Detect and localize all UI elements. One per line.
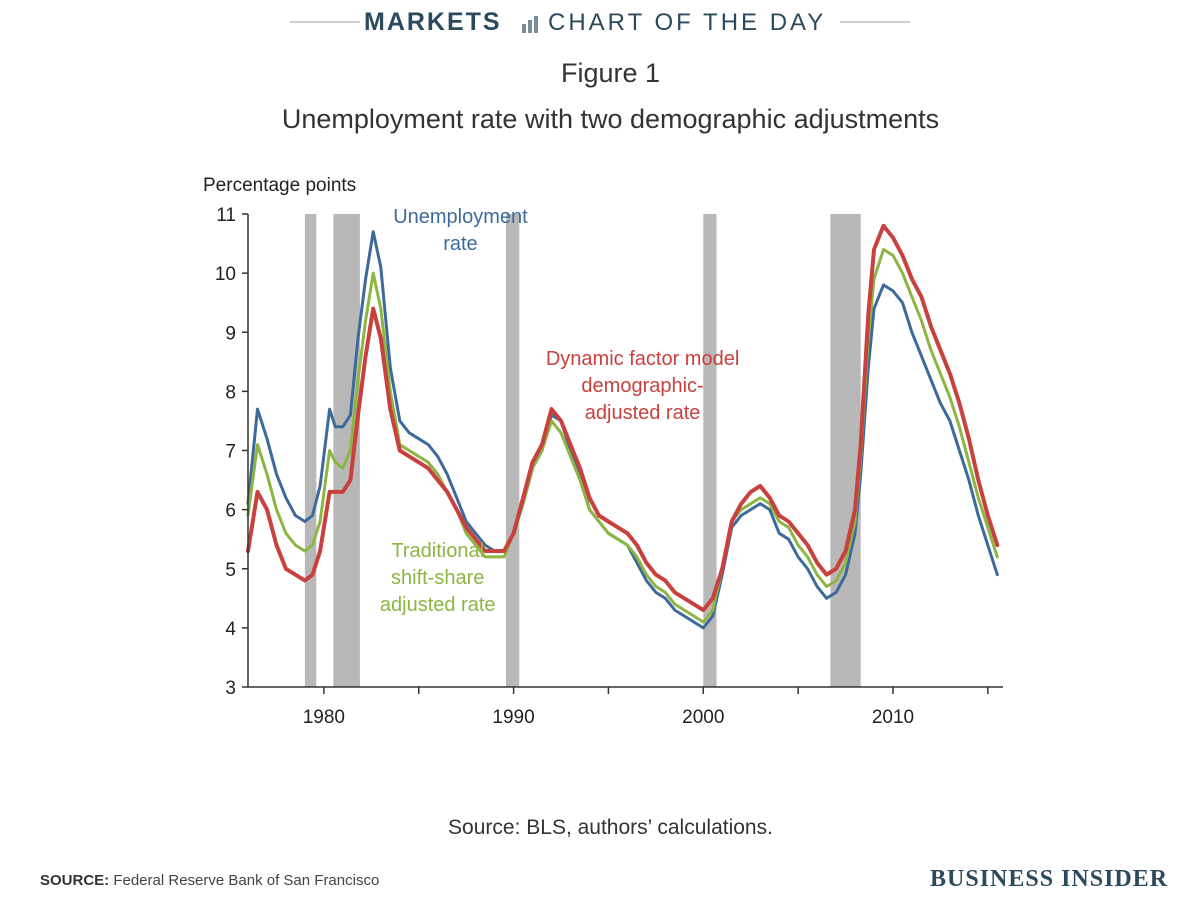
annotation-line: Traditional <box>391 540 484 562</box>
series-line-1 <box>246 248 999 624</box>
series-lines <box>246 223 1000 630</box>
brand-logo: BUSINESS INSIDER <box>930 866 1169 892</box>
x-tick-label: 1980 <box>303 707 345 728</box>
chart: 3 4 5 6 7 8 9 10 11 1980 1990 2000 2010 Unemployment… <box>215 205 1003 728</box>
y-axis-label: Percentage points <box>203 175 357 196</box>
banner-rule-right <box>840 21 910 23</box>
y-tick-label: 6 <box>225 501 236 522</box>
inner-source-note: Source: BLS, authors’ calculations. <box>448 816 773 839</box>
banner-subtitle: CHART OF THE DAY <box>548 9 827 36</box>
annotation-1: Dynamic factor model demographic-adjusted… <box>546 348 739 424</box>
recession-band-2 <box>505 214 520 687</box>
bar-chart-icon <box>522 16 538 33</box>
recession-band-1 <box>333 214 360 687</box>
recession-band-4 <box>830 214 861 687</box>
footer-source-label: SOURCE: <box>40 872 110 889</box>
annotation-line: demographic- <box>581 375 703 397</box>
x-tick-label: 1990 <box>492 707 534 728</box>
annotation-line: adjusted rate <box>380 594 496 616</box>
chart-subtitle: Unemployment rate with two demographic a… <box>281 104 940 134</box>
annotation-line: rate <box>443 233 477 255</box>
y-tick-label: 7 <box>225 442 236 463</box>
annotation-0: Unemployment rate <box>393 206 528 255</box>
axes: 3 4 5 6 7 8 9 10 11 1980 1990 2000 2010 <box>215 205 1003 728</box>
recession-band-3 <box>703 214 717 687</box>
banner: MARKETS CHART OF THE DAY <box>0 8 1201 38</box>
annotation-line: Dynamic factor model <box>546 348 739 370</box>
x-tick-label: 2000 <box>682 707 724 728</box>
y-tick-label: 4 <box>225 619 236 640</box>
annotation-2: Traditional shift-share adjusted rate <box>380 540 496 616</box>
x-tick-label: 2010 <box>872 707 914 728</box>
annotations: Unemployment rate Dynamic factor model demo… <box>380 206 739 616</box>
footer-source-text: Federal Reserve Bank of San Francisco <box>109 872 380 889</box>
y-tick-label: 11 <box>216 205 236 226</box>
figure-title: Figure 1 <box>560 58 661 88</box>
series-line-0 <box>246 230 999 630</box>
annotation-line: Unemployment <box>393 206 528 228</box>
y-tick-label: 3 <box>225 678 236 699</box>
banner-section: MARKETS <box>364 8 502 36</box>
y-tick-label: 5 <box>225 560 236 581</box>
y-tick-label: 9 <box>225 323 236 344</box>
annotation-line: adjusted rate <box>585 402 701 424</box>
banner-rule-left <box>290 21 360 23</box>
y-tick-label: 8 <box>225 382 236 403</box>
recession-band-0 <box>304 214 317 687</box>
annotation-line: shift-share <box>391 567 484 589</box>
series-line-2 <box>246 223 1000 613</box>
footer-source: SOURCE: Federal Reserve Bank of San Fran… <box>40 872 379 889</box>
recession-bands <box>304 214 861 687</box>
y-tick-label: 10 <box>215 264 236 285</box>
